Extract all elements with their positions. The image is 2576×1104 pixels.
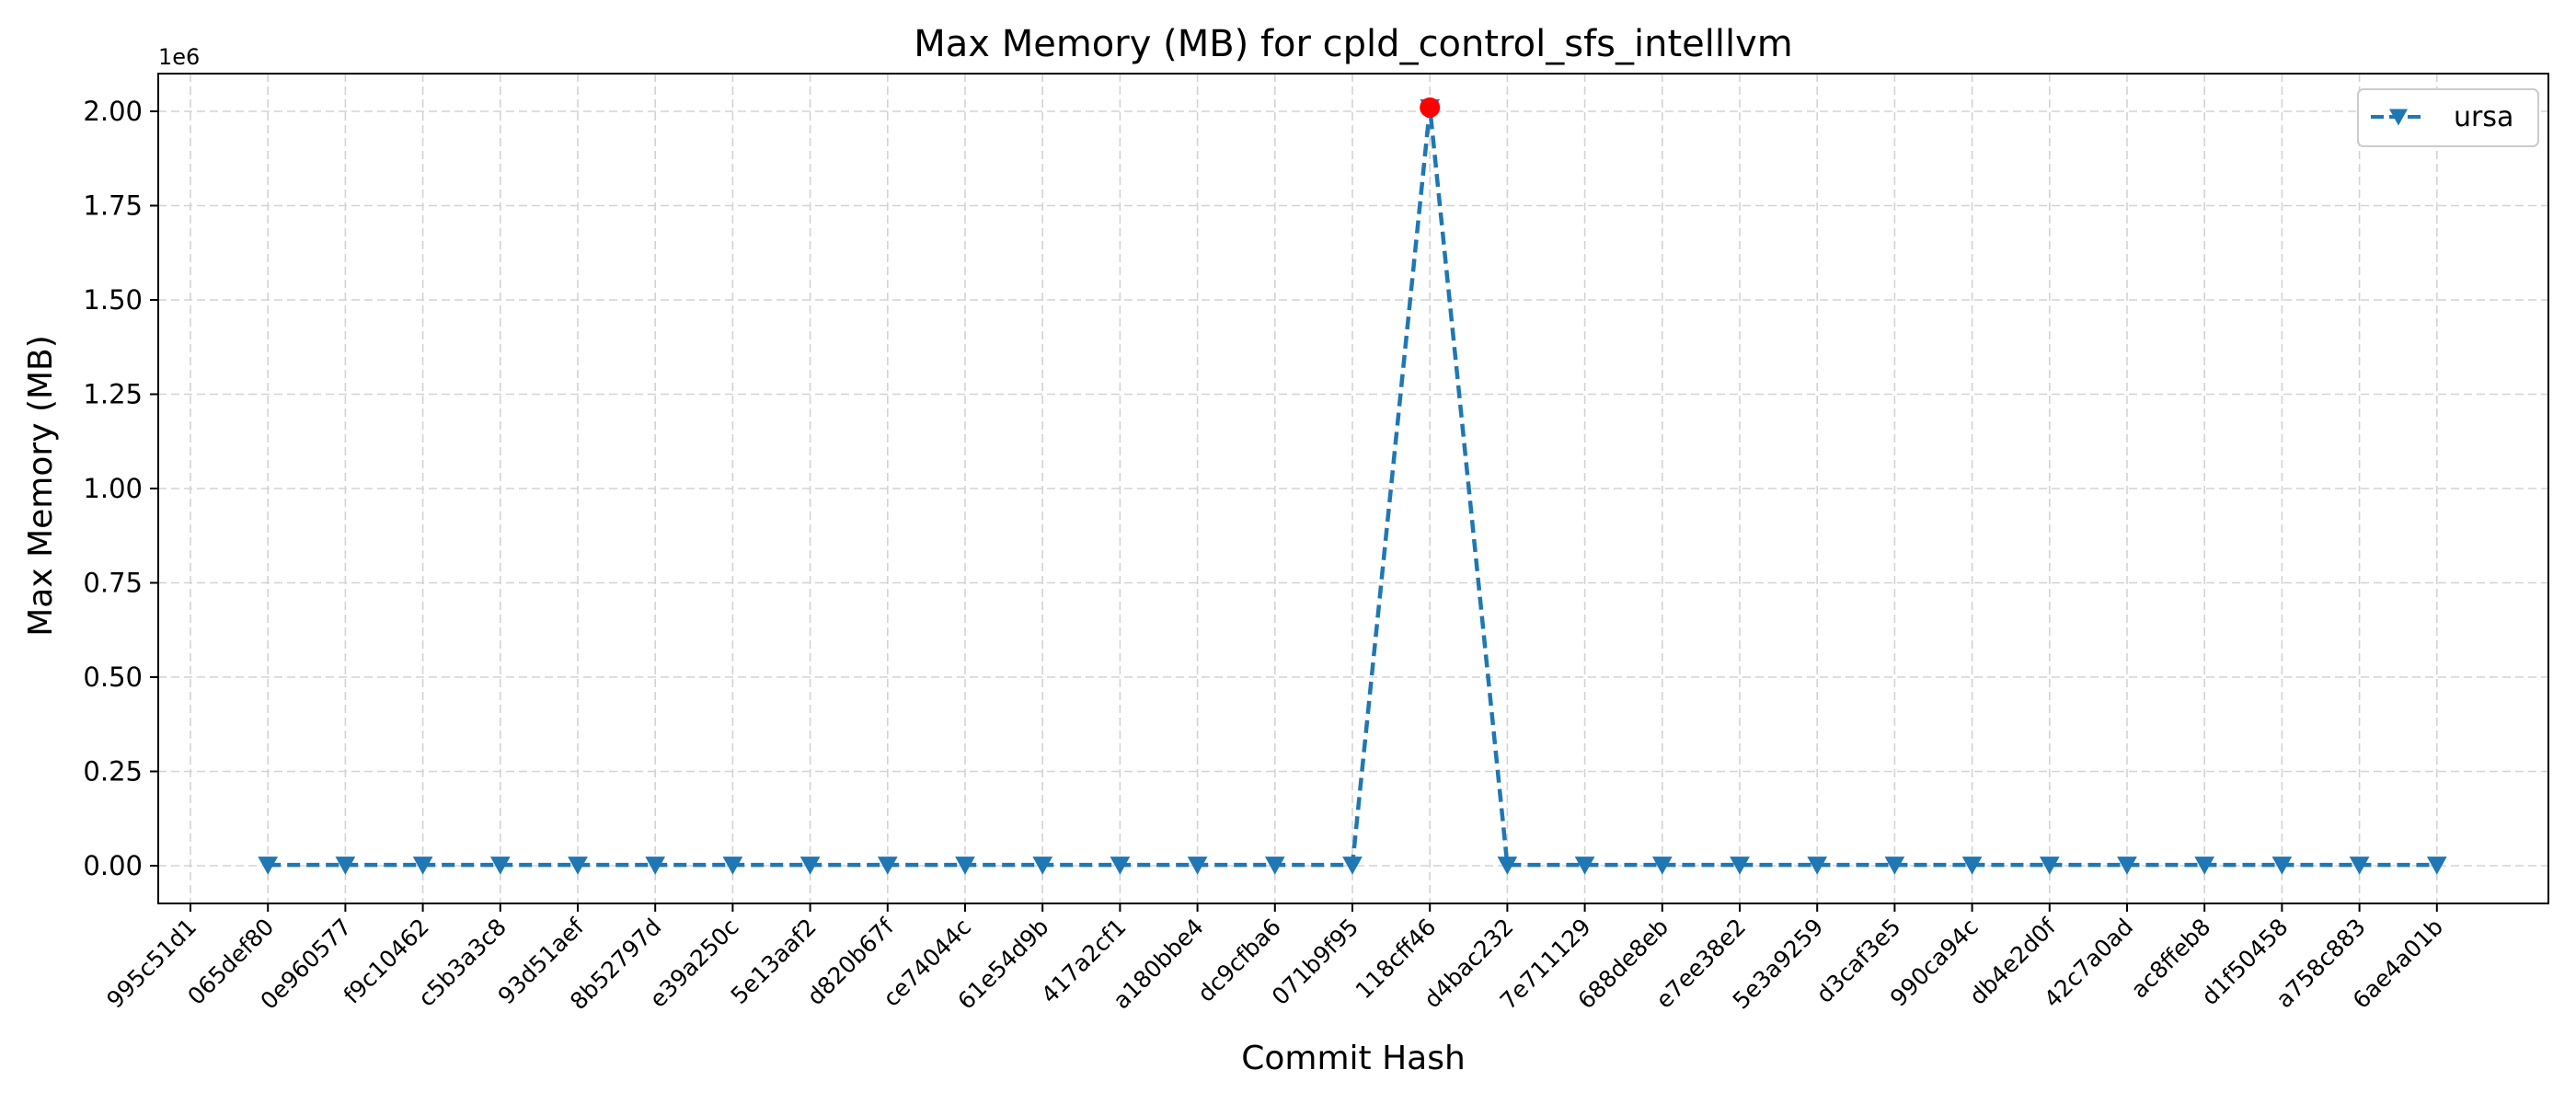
data-point-marker	[1264, 857, 1285, 875]
data-point-marker	[2271, 857, 2293, 875]
data-point-marker	[2426, 857, 2447, 875]
data-point-marker	[1884, 857, 1905, 875]
legend-label-ursa: ursa	[2454, 101, 2513, 133]
markers	[258, 98, 2447, 875]
y-tick-label: 0.75	[83, 568, 143, 599]
y-tick-label: 2.00	[83, 96, 143, 127]
data-point-marker	[1032, 857, 1053, 875]
highlight	[1420, 97, 1441, 118]
data-point-marker	[1807, 857, 1828, 875]
data-point-marker	[2039, 857, 2060, 875]
data-point-marker	[1961, 857, 1983, 875]
data-point-marker	[645, 857, 666, 875]
y-offset-label: 1e6	[158, 44, 200, 70]
y-tick-label: 1.50	[83, 284, 143, 316]
grid	[158, 74, 2548, 903]
chart-title: Max Memory (MB) for cpld_control_sfs_int…	[914, 23, 1792, 65]
data-point-marker	[1187, 857, 1208, 875]
data-point-marker	[1110, 857, 1131, 875]
y-axis: 0.00 0.25 0.50 0.75 1.00 1.25 1.50 1.75 2.00	[83, 96, 158, 881]
data-point-marker	[568, 857, 588, 875]
y-tick-label: 0.00	[83, 850, 143, 881]
legend-box	[2357, 88, 2539, 147]
data-point-marker	[1497, 857, 1518, 875]
data-point-marker	[489, 857, 511, 875]
data-point-marker	[877, 857, 898, 875]
legend: ursa	[2357, 88, 2539, 147]
x-axis-title: Commit Hash	[1241, 1040, 1466, 1077]
data-point-marker	[1651, 857, 1673, 875]
data-point-marker	[2117, 857, 2137, 875]
data-point-marker	[412, 857, 433, 875]
data-point-marker	[1342, 857, 1363, 875]
data-point-marker	[2349, 857, 2370, 875]
data-point-marker	[258, 857, 279, 875]
data-point-marker	[799, 857, 821, 875]
data-point-marker	[335, 857, 356, 875]
y-tick-label: 1.75	[83, 190, 143, 222]
y-axis-title: Max Memory (MB)	[22, 335, 60, 637]
data-point-marker	[1574, 857, 1595, 875]
y-tick-label: 0.50	[83, 661, 143, 693]
highlight-point	[1420, 97, 1441, 118]
data-point-marker	[1730, 857, 1750, 875]
data-point-marker	[2194, 857, 2215, 875]
y-tick-label: 1.25	[83, 379, 143, 410]
y-tick-label: 0.25	[83, 756, 143, 788]
data-point-marker	[722, 857, 743, 875]
data-point-marker	[955, 857, 975, 875]
y-tick-label: 1.00	[83, 473, 143, 504]
legend-marker-ursa	[2389, 109, 2408, 126]
